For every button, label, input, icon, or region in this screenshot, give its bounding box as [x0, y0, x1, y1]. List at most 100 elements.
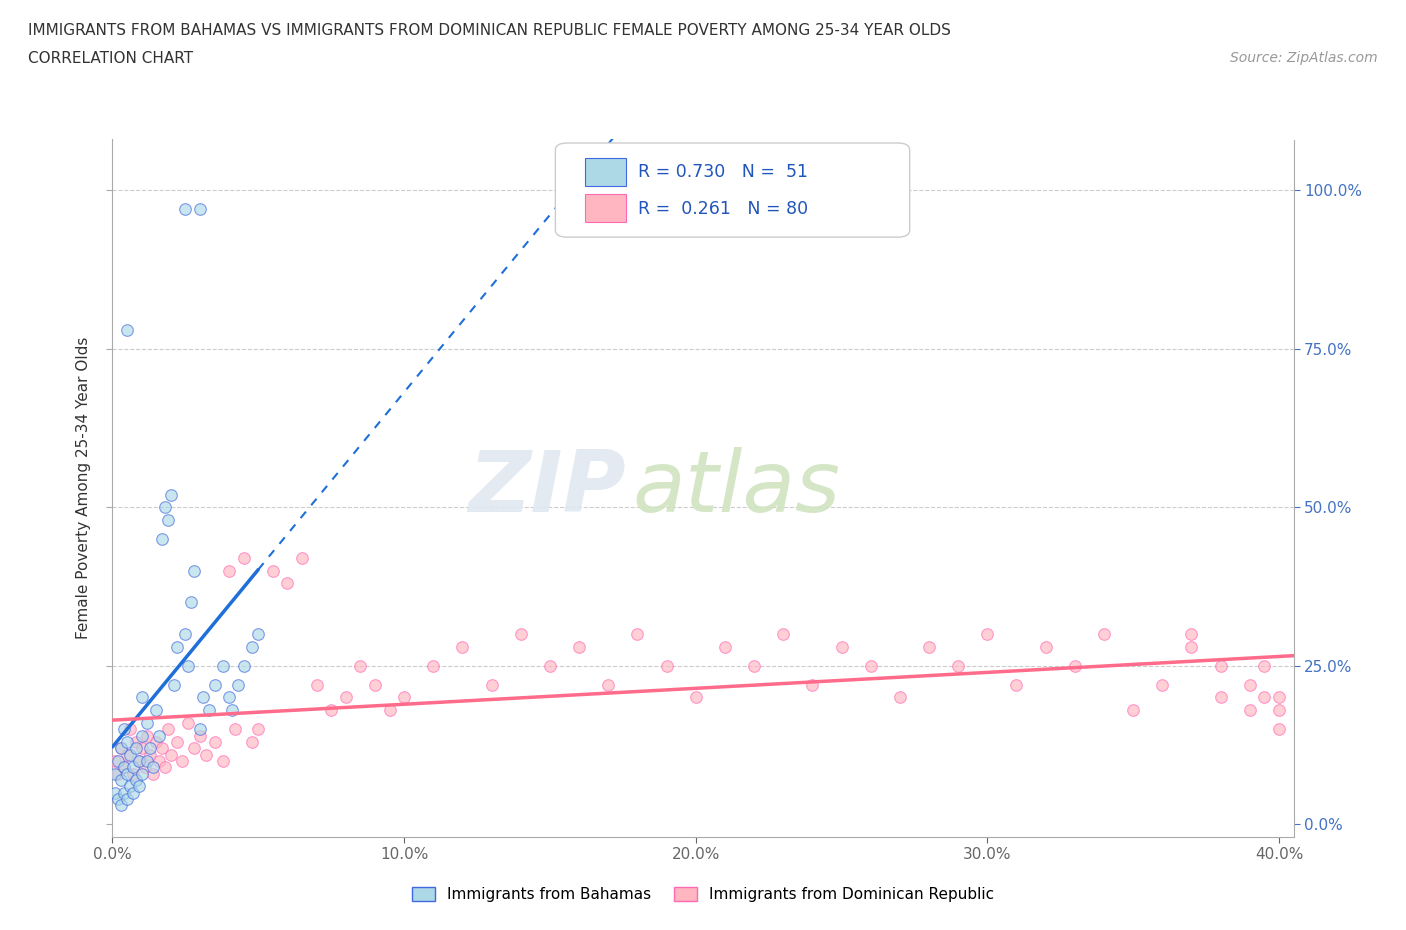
- Point: [131, 741, 153, 756]
- Point: [291, 551, 314, 565]
- Point: [1253, 690, 1275, 705]
- Point: [115, 791, 138, 806]
- Point: [145, 703, 167, 718]
- Point: [1122, 703, 1144, 718]
- Point: [1152, 677, 1174, 692]
- Point: [115, 323, 138, 338]
- Point: [655, 658, 678, 673]
- Point: [422, 658, 444, 673]
- Point: [1180, 639, 1202, 654]
- Point: [183, 741, 205, 756]
- Point: [110, 773, 132, 788]
- Point: [247, 722, 270, 737]
- Text: CORRELATION CHART: CORRELATION CHART: [28, 51, 193, 66]
- Point: [481, 677, 503, 692]
- Point: [107, 791, 129, 806]
- Point: [918, 639, 941, 654]
- Point: [1005, 677, 1028, 692]
- Point: [191, 690, 214, 705]
- Point: [166, 639, 188, 654]
- Bar: [585, 158, 626, 186]
- Point: [136, 753, 159, 768]
- Point: [831, 639, 853, 654]
- Text: IMMIGRANTS FROM BAHAMAS VS IMMIGRANTS FROM DOMINICAN REPUBLIC FEMALE POVERTY AMO: IMMIGRANTS FROM BAHAMAS VS IMMIGRANTS FR…: [28, 23, 950, 38]
- Point: [122, 766, 145, 781]
- Point: [110, 741, 132, 756]
- Point: [139, 741, 162, 756]
- Point: [509, 627, 531, 642]
- Point: [194, 747, 217, 762]
- Point: [136, 728, 159, 743]
- Point: [1253, 658, 1275, 673]
- Point: [125, 741, 148, 756]
- Point: [107, 753, 129, 768]
- Point: [110, 741, 132, 756]
- Point: [110, 798, 132, 813]
- Point: [148, 728, 170, 743]
- Point: [349, 658, 371, 673]
- Point: [226, 677, 249, 692]
- Point: [378, 703, 401, 718]
- Point: [212, 658, 235, 673]
- Text: ZIP: ZIP: [468, 446, 626, 530]
- Point: [451, 639, 474, 654]
- Point: [204, 735, 226, 750]
- Point: [204, 677, 226, 692]
- Point: [125, 735, 148, 750]
- Point: [131, 728, 153, 743]
- Point: [598, 677, 620, 692]
- Point: [156, 722, 179, 737]
- Point: [159, 487, 181, 502]
- Point: [1268, 722, 1291, 737]
- Point: [174, 627, 197, 642]
- Point: [221, 703, 243, 718]
- Point: [172, 753, 194, 768]
- Point: [153, 499, 176, 514]
- Point: [889, 690, 911, 705]
- Point: [188, 722, 211, 737]
- Point: [1239, 677, 1261, 692]
- Point: [392, 690, 415, 705]
- Point: [197, 703, 219, 718]
- Point: [1209, 690, 1232, 705]
- Point: [174, 202, 197, 217]
- Text: R =  0.261   N = 80: R = 0.261 N = 80: [638, 200, 808, 218]
- Point: [568, 639, 591, 654]
- Text: atlas: atlas: [633, 446, 841, 530]
- Point: [112, 722, 135, 737]
- Point: [1268, 703, 1291, 718]
- Point: [714, 639, 737, 654]
- Point: [150, 532, 173, 547]
- Point: [188, 728, 211, 743]
- Point: [142, 766, 165, 781]
- Point: [626, 627, 648, 642]
- Point: [128, 753, 150, 768]
- Point: [118, 722, 141, 737]
- Point: [1063, 658, 1085, 673]
- Point: [104, 753, 127, 768]
- Point: [118, 747, 141, 762]
- Point: [112, 760, 135, 775]
- Point: [232, 658, 254, 673]
- Point: [188, 202, 211, 217]
- Point: [122, 785, 145, 800]
- Point: [1092, 627, 1115, 642]
- Point: [115, 747, 138, 762]
- Point: [142, 760, 165, 775]
- Legend: Immigrants from Bahamas, Immigrants from Dominican Republic: Immigrants from Bahamas, Immigrants from…: [404, 879, 1002, 910]
- Point: [801, 677, 824, 692]
- Point: [742, 658, 765, 673]
- Point: [131, 690, 153, 705]
- Point: [118, 778, 141, 793]
- FancyBboxPatch shape: [555, 143, 910, 237]
- Point: [148, 753, 170, 768]
- Point: [685, 690, 707, 705]
- Text: Source: ZipAtlas.com: Source: ZipAtlas.com: [1230, 51, 1378, 65]
- Point: [212, 753, 235, 768]
- Point: [976, 627, 998, 642]
- Point: [115, 766, 138, 781]
- Point: [163, 677, 186, 692]
- Point: [1209, 658, 1232, 673]
- Point: [772, 627, 794, 642]
- Point: [321, 703, 343, 718]
